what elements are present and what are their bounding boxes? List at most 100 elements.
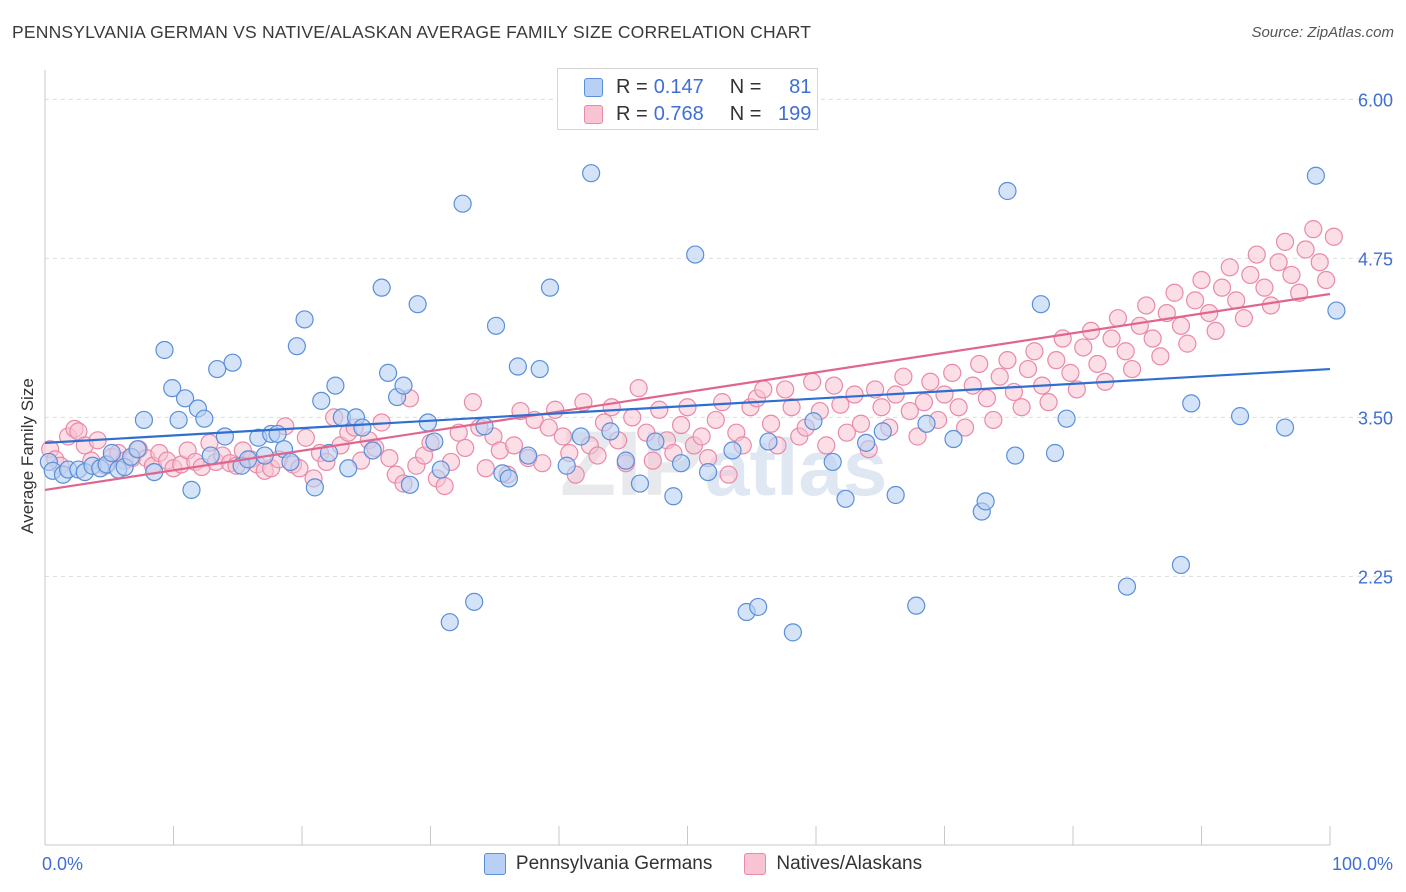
- point-natives-alaskans: [1108, 309, 1128, 328]
- point-pennsylvania-germans: [163, 379, 182, 398]
- legend-swatch-pink: [584, 104, 603, 124]
- point-pennsylvania-germans: [453, 194, 472, 213]
- point-natives-alaskans: [1074, 338, 1093, 357]
- point-pennsylvania-germans: [857, 433, 876, 452]
- point-natives-alaskans: [1220, 258, 1239, 277]
- point-pennsylvania-germans: [823, 452, 842, 472]
- point-pennsylvania-germans: [223, 353, 242, 372]
- point-natives-alaskans: [1241, 265, 1260, 285]
- point-pennsylvania-germans: [723, 441, 742, 460]
- point-pennsylvania-germans: [353, 418, 372, 437]
- point-pennsylvania-germans: [1031, 295, 1050, 314]
- point-pennsylvania-germans: [1006, 446, 1025, 465]
- point-natives-alaskans: [1261, 296, 1280, 315]
- point-natives-alaskans: [817, 436, 836, 455]
- point-pennsylvania-germans: [155, 340, 174, 360]
- point-pennsylvania-germans: [749, 597, 768, 617]
- point-pennsylvania-germans: [976, 492, 995, 511]
- point-natives-alaskans: [1130, 316, 1149, 335]
- point-natives-alaskans: [1234, 309, 1254, 328]
- point-natives-alaskans: [719, 465, 738, 484]
- point-natives-alaskans: [1047, 351, 1066, 370]
- point-pennsylvania-germans: [378, 363, 398, 382]
- point-natives-alaskans: [456, 438, 475, 458]
- point-natives-alaskans: [1053, 329, 1072, 348]
- point-natives-alaskans: [553, 427, 572, 446]
- point-pennsylvania-germans: [601, 422, 620, 441]
- point-natives-alaskans: [706, 410, 725, 430]
- point-natives-alaskans: [1269, 253, 1288, 272]
- point-natives-alaskans: [504, 436, 524, 455]
- point-pennsylvania-germans: [664, 487, 683, 506]
- point-natives-alaskans: [1310, 253, 1329, 272]
- point-pennsylvania-germans: [540, 278, 560, 297]
- point-pennsylvania-germans: [1306, 166, 1325, 185]
- legend-row-blue: R = 0.147 N = 81: [584, 75, 811, 99]
- point-pennsylvania-germans: [1182, 394, 1201, 413]
- point-pennsylvania-germans: [1057, 409, 1076, 428]
- point-natives-alaskans: [1102, 329, 1121, 348]
- point-pennsylvania-germans: [425, 432, 444, 451]
- point-natives-alaskans: [776, 380, 795, 399]
- point-pennsylvania-germans: [363, 441, 382, 460]
- point-natives-alaskans: [845, 385, 864, 404]
- point-natives-alaskans: [1192, 270, 1211, 290]
- point-pennsylvania-germans: [630, 474, 650, 493]
- legend-r-value: 0.768: [653, 102, 704, 125]
- point-pennsylvania-germans: [907, 596, 926, 615]
- point-pennsylvania-germans: [134, 410, 154, 430]
- point-pennsylvania-germans: [698, 462, 718, 482]
- point-natives-alaskans: [602, 398, 621, 417]
- point-pennsylvania-germans: [571, 427, 590, 446]
- point-natives-alaskans: [623, 408, 642, 427]
- point-pennsylvania-germans: [1117, 577, 1137, 596]
- point-pennsylvania-germans: [759, 432, 778, 451]
- point-natives-alaskans: [539, 418, 558, 437]
- trend-lines: [44, 292, 1331, 491]
- point-natives-alaskans: [476, 459, 495, 478]
- legend-item-pennsylvania-germans: Pennsylvania Germans: [483, 853, 713, 875]
- point-natives-alaskans: [1317, 270, 1336, 290]
- point-pennsylvania-germans: [312, 391, 331, 410]
- point-natives-alaskans: [761, 414, 781, 433]
- point-natives-alaskans: [984, 410, 1003, 430]
- legend-label: Pennsylvania Germans: [515, 853, 713, 874]
- point-natives-alaskans: [1296, 240, 1315, 259]
- point-natives-alaskans: [782, 398, 801, 417]
- point-natives-alaskans: [296, 428, 315, 447]
- point-pennsylvania-germans: [339, 459, 358, 478]
- point-natives-alaskans: [1247, 245, 1266, 264]
- point-natives-alaskans: [1171, 316, 1191, 335]
- point-natives-alaskans: [990, 367, 1009, 386]
- point-pennsylvania-germans: [208, 359, 227, 379]
- point-natives-alaskans: [713, 393, 732, 412]
- point-natives-alaskans: [943, 363, 962, 382]
- legend-swatch-blue: [483, 853, 506, 875]
- y-axis-label: Average Family Size: [18, 378, 37, 534]
- tick-labels: 2.25 3.50 4.75 6.00 0.0% 100.0%: [42, 90, 1393, 874]
- point-pennsylvania-germans: [944, 429, 963, 449]
- point-pennsylvania-germans: [873, 422, 892, 441]
- point-pennsylvania-germans: [201, 446, 220, 465]
- series-legend: Pennsylvania Germans Natives/Alaskans: [0, 851, 1406, 877]
- point-pennsylvania-germans: [836, 489, 855, 508]
- point-pennsylvania-germans: [486, 316, 506, 335]
- point-pennsylvania-germans: [1230, 407, 1250, 426]
- point-pennsylvania-germans: [465, 592, 484, 611]
- point-natives-alaskans: [1275, 232, 1295, 251]
- point-pennsylvania-germans: [783, 623, 802, 642]
- legend-r-value: 0.147: [653, 75, 704, 98]
- point-natives-alaskans: [692, 427, 711, 446]
- point-natives-alaskans: [629, 379, 648, 398]
- x-tick-label: 100.0%: [1332, 854, 1393, 874]
- point-natives-alaskans: [754, 380, 773, 399]
- point-pennsylvania-germans: [128, 440, 147, 459]
- point-pennsylvania-germans: [281, 452, 300, 472]
- point-pennsylvania-germans: [582, 164, 601, 183]
- point-natives-alaskans: [955, 418, 975, 437]
- legend-item-natives-alaskans: Natives/Alaskans: [744, 853, 922, 875]
- point-natives-alaskans: [380, 449, 399, 468]
- point-natives-alaskans: [894, 367, 913, 386]
- legend-swatch-blue: [584, 77, 603, 97]
